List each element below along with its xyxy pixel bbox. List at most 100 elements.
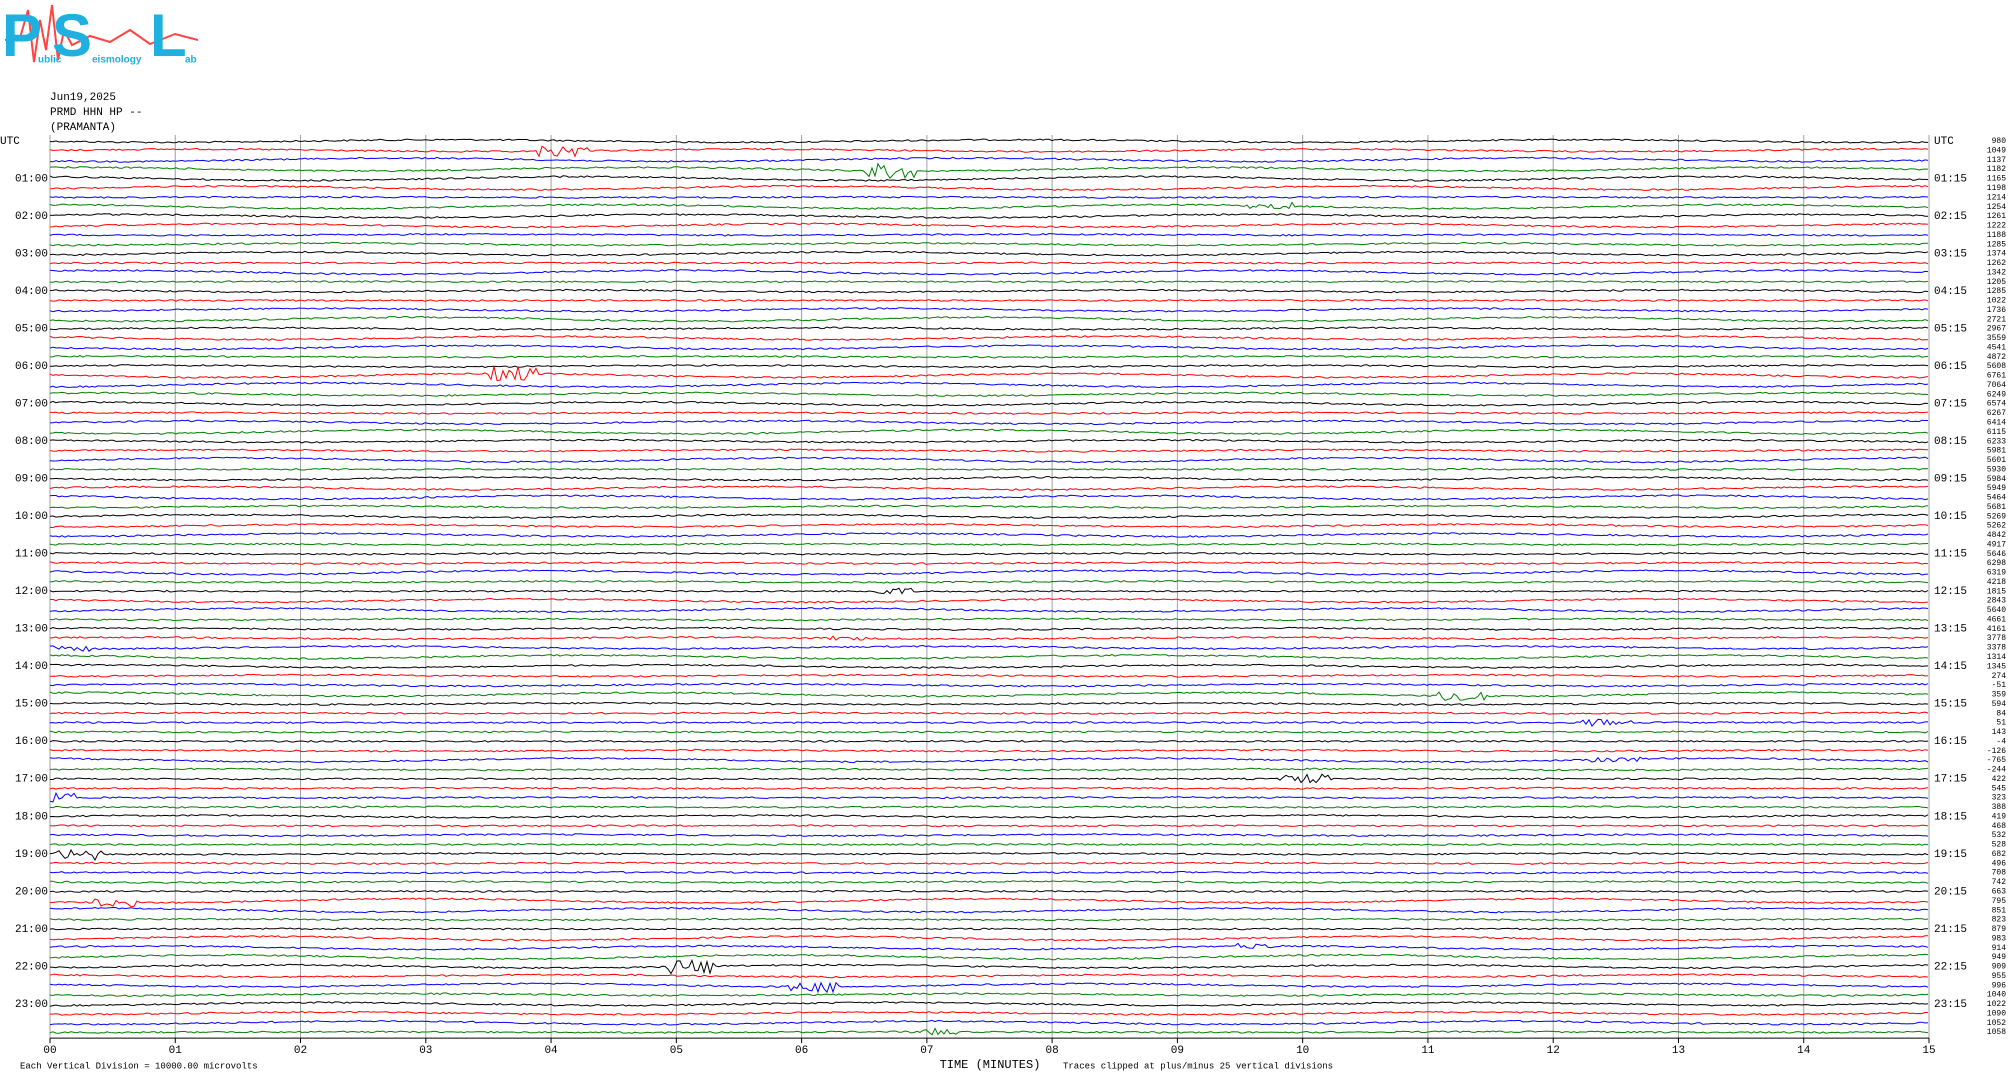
row-label-left: 18:00: [15, 811, 48, 823]
x-tick-label: 13: [1672, 1045, 1685, 1057]
trace: [49, 288, 1929, 294]
trace: [49, 942, 1929, 951]
trace-value: 5646: [1987, 550, 2006, 559]
row-label-right: 21:15: [1934, 924, 1967, 936]
x-tick-label: 07: [920, 1045, 933, 1057]
trace-value: 4218: [1987, 578, 2006, 587]
trace: [49, 756, 1929, 764]
trace-value: 909: [1992, 963, 2007, 972]
trace-value: 1342: [1987, 268, 2006, 277]
trace-value: 1262: [1987, 259, 2006, 268]
x-tick-label: 06: [795, 1045, 808, 1057]
trace: [49, 682, 1929, 688]
row-label-right: 14:15: [1934, 661, 1967, 673]
trace-value: 7064: [1987, 381, 2006, 390]
trace-value: 6414: [1987, 419, 2006, 428]
trace: [49, 1027, 1929, 1036]
header-site: (PRAMANTA): [50, 122, 116, 134]
trace-value: 2967: [1987, 325, 2006, 334]
trace-value: 1214: [1987, 193, 2006, 202]
row-label-right: 16:15: [1934, 736, 1967, 748]
trace-value: 1022: [1987, 1000, 2006, 1009]
trace-value: 1090: [1987, 1009, 2006, 1018]
trace-value: 528: [1992, 841, 2007, 850]
trace: [49, 718, 1928, 728]
trace: [49, 958, 1929, 976]
x-tick-label: 14: [1797, 1045, 1811, 1057]
trace: [49, 326, 1929, 331]
trace: [49, 241, 1928, 247]
trace-value: 1222: [1987, 222, 2006, 231]
trace-value: 663: [1992, 888, 2007, 897]
footer-left: Each Vertical Division = 10000.00 microv…: [20, 1061, 258, 1071]
row-label-left: 03:00: [15, 248, 48, 260]
trace: [49, 299, 1929, 302]
x-tick-label: 04: [544, 1045, 558, 1057]
trace-value: 1205: [1987, 278, 2006, 287]
trace-value: 4842: [1987, 531, 2006, 540]
row-label-right: UTC: [1934, 136, 1954, 148]
trace-value: 980: [1992, 137, 2007, 146]
trace: [49, 786, 1929, 790]
trace-value: 1345: [1987, 662, 2006, 671]
row-label-right: 22:15: [1934, 961, 1967, 973]
trace-value: 5608: [1987, 362, 2006, 371]
trace: [49, 381, 1929, 389]
trace: [49, 542, 1929, 547]
trace-value: 1254: [1987, 203, 2006, 212]
row-label-left: UTC: [0, 136, 20, 148]
x-tick-label: 05: [670, 1045, 683, 1057]
trace-value: 594: [1992, 700, 2007, 709]
trace-value: 2843: [1987, 597, 2006, 606]
trace: [49, 222, 1929, 229]
trace-value: 708: [1992, 869, 2007, 878]
trace-value: 5930: [1987, 465, 2006, 474]
trace: [49, 532, 1929, 538]
trace-value: 823: [1992, 916, 2007, 925]
row-label-left: 21:00: [15, 924, 48, 936]
trace-value: 1198: [1987, 184, 2006, 193]
trace-value: 1049: [1987, 146, 2006, 155]
trace: [49, 232, 1929, 237]
trace-value: -244: [1987, 766, 2006, 775]
x-axis-label: TIME (MINUTES): [940, 1058, 1041, 1072]
x-tick-label: 15: [1922, 1045, 1935, 1057]
row-label-right: 19:15: [1934, 849, 1967, 861]
x-tick-label: 12: [1547, 1045, 1560, 1057]
trace-value: 1058: [1987, 1028, 2006, 1037]
footer-right: Traces clipped at plus/minus 25 vertical…: [1063, 1061, 1333, 1071]
trace: [49, 456, 1929, 464]
trace: [50, 138, 1928, 144]
trace: [49, 250, 1929, 257]
trace-value: 5464: [1987, 494, 2006, 503]
trace: [49, 935, 1929, 942]
x-tick-label: 00: [43, 1045, 56, 1057]
trace: [49, 476, 1929, 482]
trace: [49, 280, 1929, 284]
trace-value: 5984: [1987, 475, 2006, 484]
trace-value: -126: [1987, 747, 2006, 756]
row-label-left: 14:00: [15, 661, 48, 673]
row-label-right: 23:15: [1934, 999, 1967, 1011]
trace: [49, 363, 1929, 369]
trace: [49, 617, 1929, 622]
row-label-left: 01:00: [15, 173, 48, 185]
trace-value: 5269: [1987, 512, 2006, 521]
trace: [49, 711, 1929, 715]
trace: [49, 175, 1929, 182]
trace: [49, 653, 1929, 660]
trace-value: 914: [1992, 944, 2007, 953]
trace: [49, 607, 1929, 613]
trace-value: -51: [1992, 681, 2007, 690]
trace-value: 1052: [1987, 1019, 2006, 1028]
trace: [49, 691, 1929, 701]
trace-value: 955: [1992, 972, 2007, 981]
trace-value: 274: [1992, 672, 2007, 681]
row-label-right: 17:15: [1934, 774, 1967, 786]
trace-value: 3778: [1987, 634, 2006, 643]
row-label-left: 11:00: [15, 549, 48, 561]
trace: [49, 448, 1928, 453]
logo: P S L ublic eismology ab: [2, 2, 199, 69]
trace: [49, 1019, 1929, 1026]
trace-value: 6298: [1987, 559, 2006, 568]
